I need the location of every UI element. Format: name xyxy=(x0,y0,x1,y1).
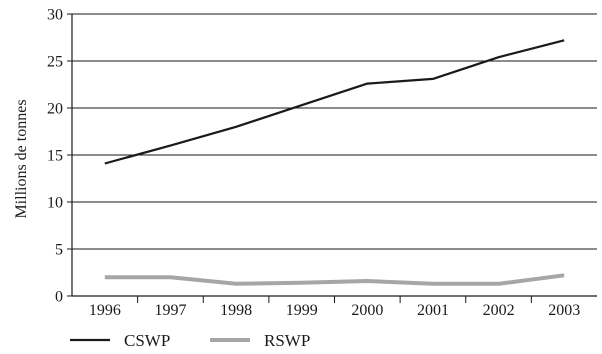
x-axis-ticks xyxy=(137,296,532,303)
x-tick-label: 2001 xyxy=(417,302,449,319)
x-tick-label: 1999 xyxy=(286,302,318,319)
series-lines xyxy=(104,39,565,286)
legend-label-rswp: RSWP xyxy=(264,331,310,350)
legend-label-cswp: CSWP xyxy=(124,331,170,350)
x-tick-label: 1997 xyxy=(154,302,186,319)
x-tick-label: 2002 xyxy=(483,302,515,319)
series-line-cswp xyxy=(104,39,565,165)
x-tick-label: 2000 xyxy=(351,302,383,319)
y-tick-label: 0 xyxy=(55,289,63,306)
x-tick-label: 1998 xyxy=(220,302,252,319)
y-tick-label: 5 xyxy=(55,242,63,259)
y-tick-label: 20 xyxy=(47,101,63,118)
gridlines xyxy=(72,13,597,250)
y-axis-title: Millions de tonnes xyxy=(13,99,30,218)
axes xyxy=(67,13,597,297)
y-tick-label: 30 xyxy=(47,7,63,24)
y-tick-label: 10 xyxy=(47,195,63,212)
x-tick-label: 1996 xyxy=(89,302,121,319)
series-line-rswp xyxy=(104,273,565,286)
y-axis-tick-labels: 0 5 10 15 20 25 30 xyxy=(47,7,63,306)
legend: CSWP RSWP xyxy=(70,331,310,350)
x-axis-tick-labels: 1996 1997 1998 1999 2000 2001 2002 2003 xyxy=(89,302,580,319)
x-tick-label: 2003 xyxy=(548,302,580,319)
y-tick-label: 25 xyxy=(47,54,63,71)
y-tick-label: 15 xyxy=(47,148,63,165)
